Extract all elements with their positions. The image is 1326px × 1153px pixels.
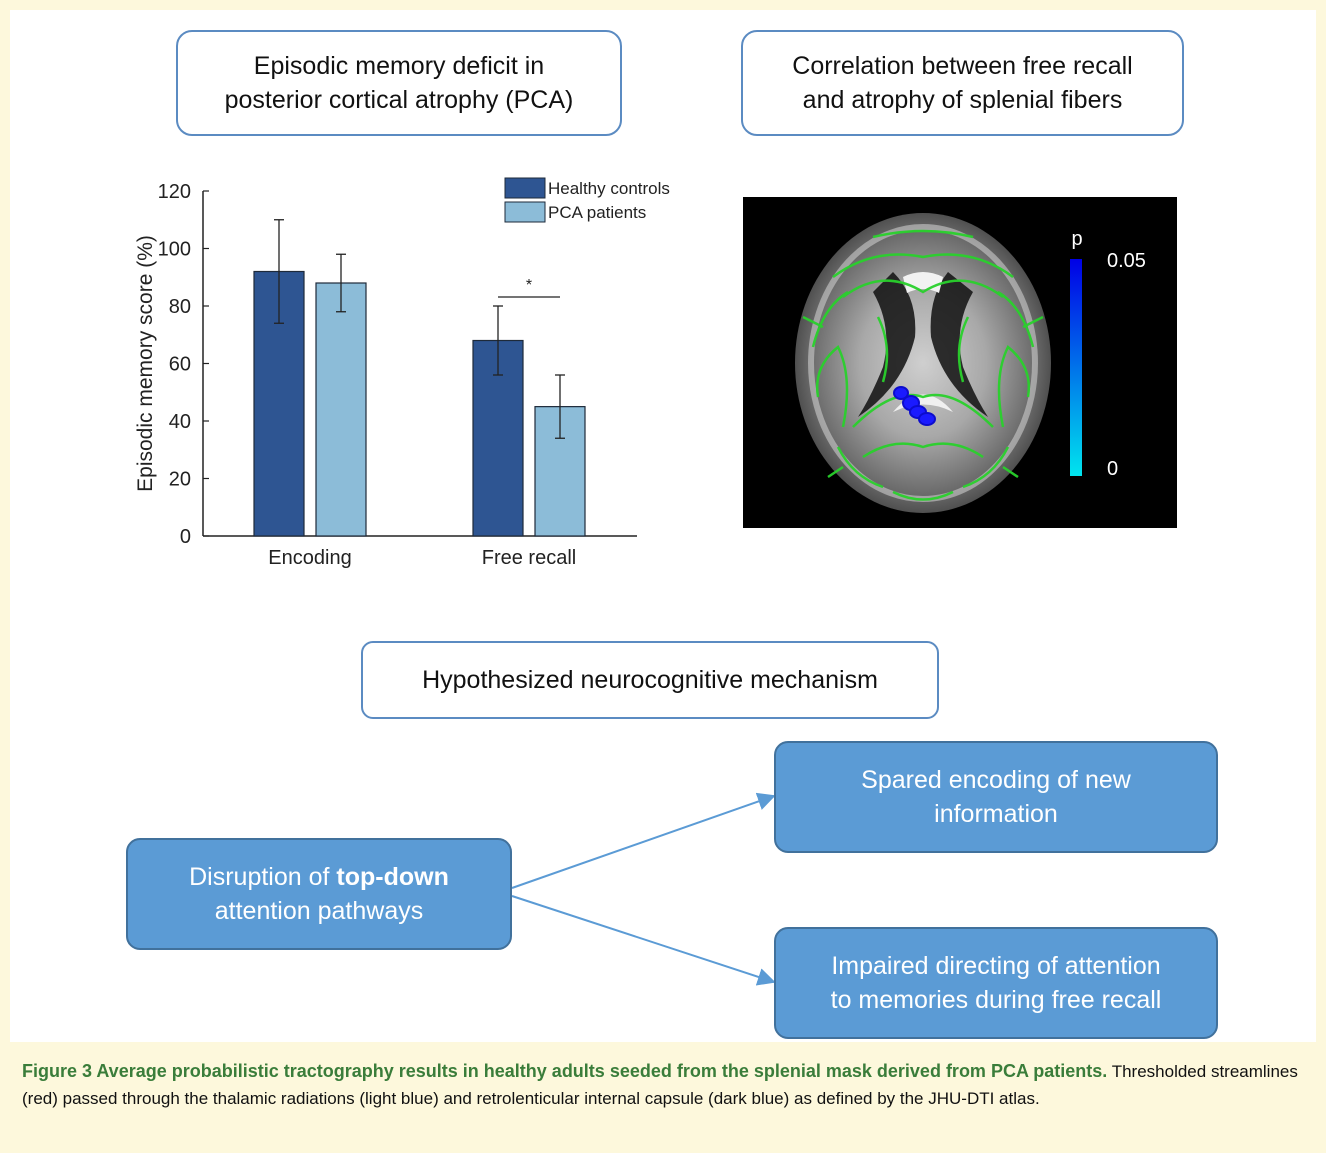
target-top-line1: Spared encoding of new [861,766,1131,794]
right-title-box: Correlation between free recall and atro… [741,30,1184,136]
target-bottom-box: Impaired directing of attention to memor… [774,927,1218,1039]
y-tick-label: 40 [169,411,191,433]
legend-swatch [504,201,546,223]
mechanism-title-box: Hypothesized neurocognitive mechanism [361,641,939,719]
x-tick-label: Free recall [482,547,576,569]
source-line2: attention pathways [214,897,424,925]
left-title-line1: Episodic memory deficit in [253,52,545,80]
y-tick-label: 0 [180,526,191,548]
source-bold: top-down [336,863,449,891]
arrow-to-impaired-attention [511,895,776,986]
brain-image-panel: p 0.05 0 [743,197,1177,528]
target-bottom-line2: to memories during free recall [830,986,1162,1014]
y-tick-label: 120 [158,181,191,203]
arrow-to-spared-encoding [511,792,776,889]
bar [472,339,524,537]
target-top-box: Spared encoding of new information [774,741,1218,853]
mechanism-title: Hypothesized neurocognitive mechanism [422,666,878,694]
p-scale-min: 0 [1107,458,1118,480]
target-bottom-line1: Impaired directing of attention [831,952,1161,980]
left-title-line2: posterior cortical atrophy (PCA) [224,86,574,114]
bar-chart: 0 20 40 60 80 100 120 Episodic memory score (%)… [134,177,670,569]
brain-slice [795,213,1051,513]
target-top-line2: information [934,800,1058,828]
p-scale-max: 0.05 [1107,250,1146,272]
source-line1: Disruption of top-down [189,860,449,894]
left-title-box: Episodic memory deficit in posterior cor… [176,30,622,136]
caption-body: Thresholded streamlines (red) passed thr… [22,1062,1298,1108]
x-tick-label: Encoding [268,547,351,569]
source-pre: Disruption of [189,863,337,891]
bar [315,282,367,537]
p-scale-label: p [1071,228,1082,250]
caption-lead: Figure 3 Average probabilistic tractogra… [22,1061,1108,1081]
source-box: Disruption of top-down attention pathway… [126,838,512,950]
right-title-line2: and atrophy of splenial fibers [802,86,1123,114]
y-tick-label: 60 [169,354,191,376]
y-tick-label: 100 [158,239,191,261]
y-tick-label: 20 [169,469,191,491]
significance-marker: * [526,277,532,294]
legend-label: Healthy controls [548,179,670,198]
legend-label: PCA patients [548,203,646,222]
p-scale-bar [1070,259,1082,476]
legend-swatch [504,177,546,199]
brain-image: p 0.05 0 [795,213,1146,513]
y-axis-label: Episodic memory score (%) [134,235,157,492]
y-tick-label: 80 [169,296,191,318]
right-title-line1: Correlation between free recall [792,52,1133,80]
figure-caption: Figure 3 Average probabilistic tractogra… [22,1058,1312,1112]
